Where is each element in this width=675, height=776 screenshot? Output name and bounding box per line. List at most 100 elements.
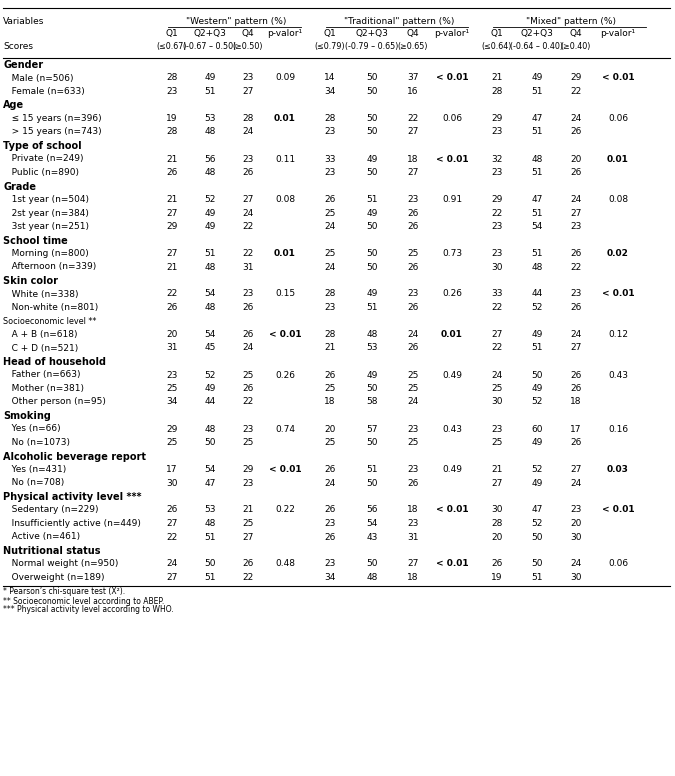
Text: 2st year (n=384): 2st year (n=384) — [3, 209, 89, 217]
Text: 33: 33 — [491, 289, 503, 299]
Text: 28: 28 — [166, 74, 178, 82]
Text: (-0.67 – 0.50): (-0.67 – 0.50) — [184, 42, 237, 51]
Text: 50: 50 — [367, 249, 378, 258]
Text: 49: 49 — [367, 289, 378, 299]
Text: 23: 23 — [166, 370, 178, 379]
Text: 27: 27 — [166, 519, 178, 528]
Text: 25: 25 — [324, 249, 335, 258]
Text: 30: 30 — [570, 532, 582, 542]
Text: White (n=338): White (n=338) — [3, 289, 78, 299]
Text: Physical activity level ***: Physical activity level *** — [3, 492, 142, 502]
Text: < 0.01: < 0.01 — [601, 289, 634, 299]
Text: 28: 28 — [324, 330, 335, 339]
Text: 25: 25 — [324, 438, 335, 447]
Text: 48: 48 — [367, 330, 378, 339]
Text: 24: 24 — [570, 559, 582, 569]
Text: Afternoon (n=339): Afternoon (n=339) — [3, 262, 97, 272]
Text: Smoking: Smoking — [3, 411, 51, 421]
Text: 24: 24 — [408, 397, 418, 407]
Text: 18: 18 — [324, 397, 335, 407]
Text: 26: 26 — [407, 344, 418, 352]
Text: 22: 22 — [491, 344, 503, 352]
Text: Q1: Q1 — [323, 29, 336, 38]
Text: 23: 23 — [407, 519, 418, 528]
Text: 34: 34 — [324, 87, 335, 96]
Text: 23: 23 — [242, 479, 254, 487]
Text: 25: 25 — [166, 384, 178, 393]
Text: 50: 50 — [367, 262, 378, 272]
Text: A + B (n=618): A + B (n=618) — [3, 330, 78, 339]
Text: 27: 27 — [570, 465, 582, 474]
Text: 0.91: 0.91 — [442, 195, 462, 204]
Text: 54: 54 — [205, 465, 216, 474]
Text: Age: Age — [3, 101, 24, 110]
Text: 29: 29 — [166, 222, 178, 231]
Text: 22: 22 — [166, 532, 178, 542]
Text: 53: 53 — [205, 114, 216, 123]
Text: 0.01: 0.01 — [607, 154, 629, 164]
Text: 47: 47 — [531, 114, 543, 123]
Text: Other person (n=95): Other person (n=95) — [3, 397, 106, 407]
Text: Gender: Gender — [3, 60, 43, 70]
Text: < 0.01: < 0.01 — [601, 74, 634, 82]
Text: p-valor¹: p-valor¹ — [435, 29, 470, 38]
Text: 23: 23 — [491, 249, 503, 258]
Text: 26: 26 — [570, 370, 582, 379]
Text: 27: 27 — [407, 168, 418, 177]
Text: * Pearson’s chi-square test (X²).: * Pearson’s chi-square test (X²). — [3, 587, 125, 597]
Text: Morning (n=800): Morning (n=800) — [3, 249, 88, 258]
Text: 23: 23 — [166, 87, 178, 96]
Text: 43: 43 — [367, 532, 378, 542]
Text: 20: 20 — [570, 154, 582, 164]
Text: 44: 44 — [205, 397, 215, 407]
Text: 25: 25 — [324, 209, 335, 217]
Text: 0.48: 0.48 — [275, 559, 295, 569]
Text: 26: 26 — [166, 168, 178, 177]
Text: School time: School time — [3, 235, 68, 245]
Text: 26: 26 — [491, 559, 503, 569]
Text: 25: 25 — [242, 438, 254, 447]
Text: 24: 24 — [242, 127, 254, 137]
Text: 56: 56 — [205, 154, 216, 164]
Text: "Mixed" pattern (%): "Mixed" pattern (%) — [526, 17, 616, 26]
Text: 24: 24 — [325, 222, 335, 231]
Text: 24: 24 — [325, 262, 335, 272]
Text: Head of household: Head of household — [3, 357, 106, 367]
Text: Alcoholic beverage report: Alcoholic beverage report — [3, 452, 146, 462]
Text: 60: 60 — [531, 424, 543, 434]
Text: 51: 51 — [531, 168, 543, 177]
Text: 0.15: 0.15 — [275, 289, 295, 299]
Text: 22: 22 — [408, 114, 418, 123]
Text: 22: 22 — [242, 249, 254, 258]
Text: Father (n=663): Father (n=663) — [3, 370, 80, 379]
Text: 23: 23 — [407, 465, 418, 474]
Text: 58: 58 — [367, 397, 378, 407]
Text: 22: 22 — [242, 573, 254, 582]
Text: 52: 52 — [531, 465, 543, 474]
Text: (≥0.65): (≥0.65) — [398, 42, 428, 51]
Text: > 15 years (n=743): > 15 years (n=743) — [3, 127, 102, 137]
Text: < 0.01: < 0.01 — [435, 154, 468, 164]
Text: Normal weight (n=950): Normal weight (n=950) — [3, 559, 118, 569]
Text: 49: 49 — [367, 370, 378, 379]
Text: (≤0.79): (≤0.79) — [315, 42, 346, 51]
Text: 26: 26 — [407, 303, 418, 312]
Text: Yes (n=431): Yes (n=431) — [3, 465, 66, 474]
Text: 50: 50 — [367, 559, 378, 569]
Text: 51: 51 — [531, 573, 543, 582]
Text: 26: 26 — [570, 303, 582, 312]
Text: 48: 48 — [205, 519, 216, 528]
Text: Sedentary (n=229): Sedentary (n=229) — [3, 505, 99, 514]
Text: 21: 21 — [166, 154, 178, 164]
Text: 26: 26 — [242, 168, 254, 177]
Text: 26: 26 — [166, 303, 178, 312]
Text: 25: 25 — [491, 384, 503, 393]
Text: 0.01: 0.01 — [274, 114, 296, 123]
Text: 26: 26 — [242, 330, 254, 339]
Text: Variables: Variables — [3, 17, 45, 26]
Text: 27: 27 — [242, 195, 254, 204]
Text: 47: 47 — [205, 479, 216, 487]
Text: 28: 28 — [166, 127, 178, 137]
Text: 31: 31 — [166, 344, 178, 352]
Text: 19: 19 — [166, 114, 178, 123]
